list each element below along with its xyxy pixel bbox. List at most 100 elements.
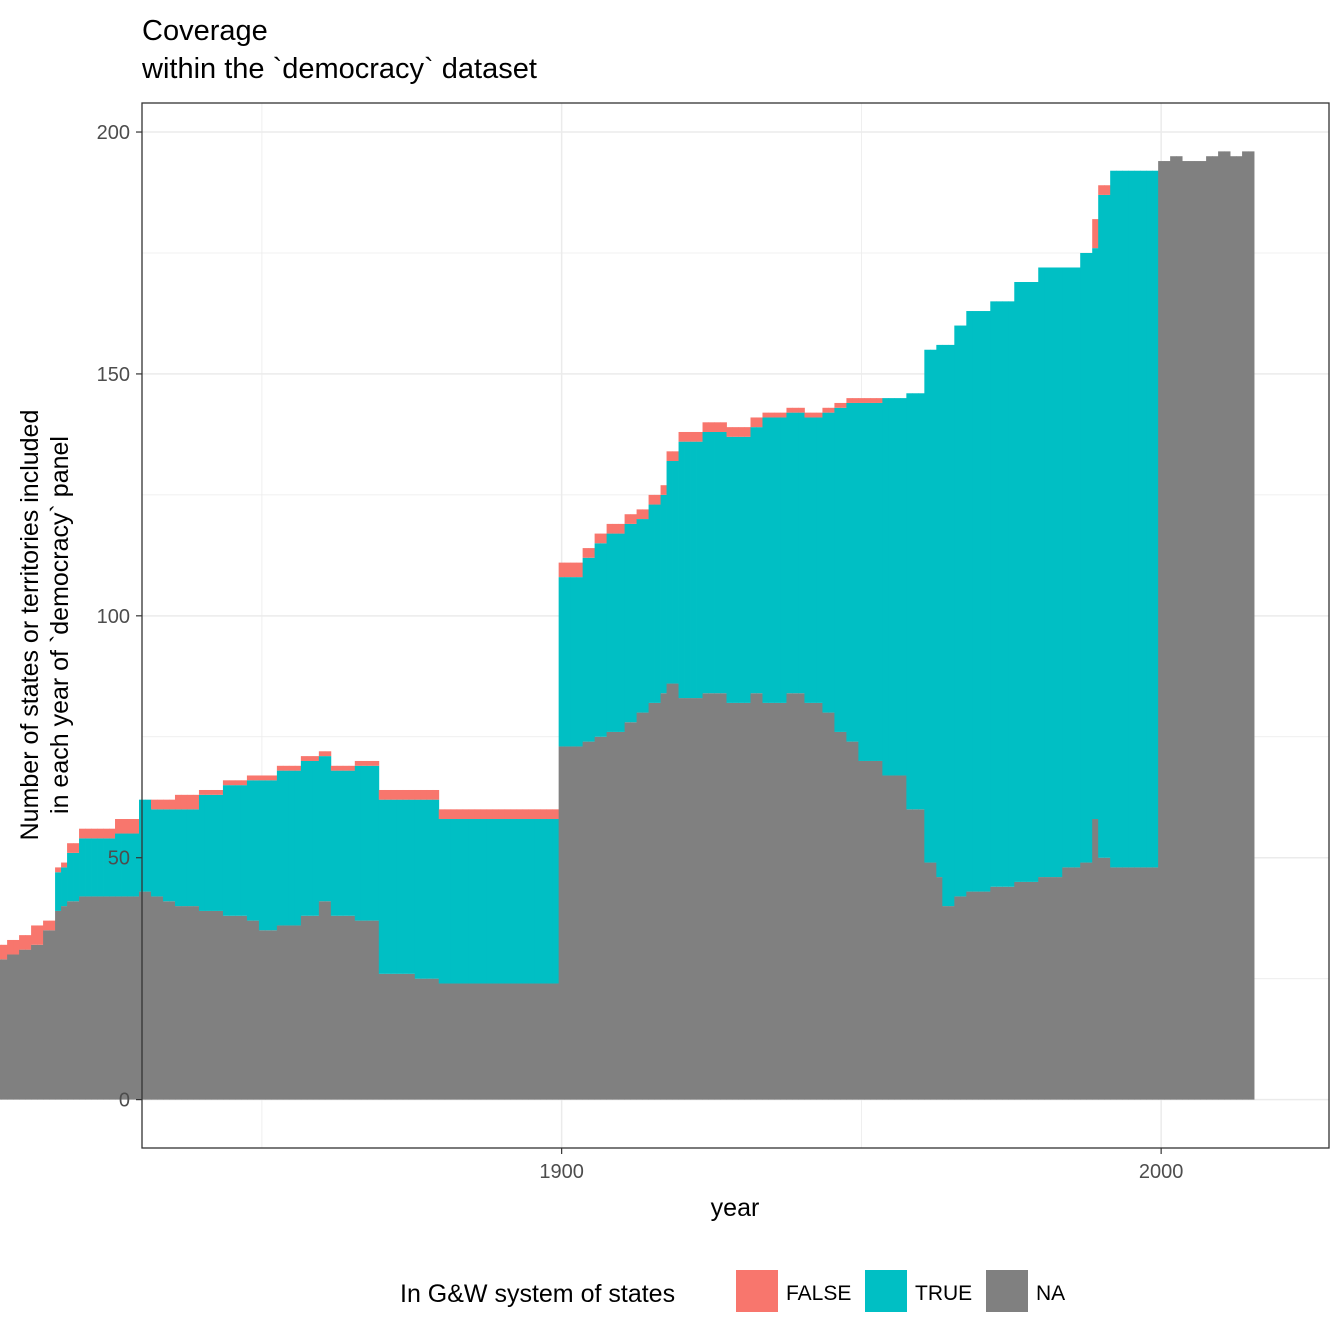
- legend-item-na: NA: [986, 1270, 1065, 1312]
- bar-true-1832: [150, 809, 158, 897]
- bar-na-1835: [168, 901, 176, 1100]
- bar-true-1878: [426, 799, 434, 979]
- bar-false-1859: [312, 756, 320, 761]
- bar-na-1896: [534, 983, 542, 1100]
- bar-true-1940: [798, 412, 805, 694]
- bar-false-1930: [738, 427, 745, 437]
- bar-na-1972: [990, 886, 997, 1100]
- bar-false-1950: [858, 398, 865, 403]
- legend-item-false: FALSE: [736, 1270, 851, 1312]
- bar-na-1858: [306, 915, 314, 1100]
- bar-na-1930: [738, 702, 745, 1100]
- bar-true-1886: [474, 819, 482, 984]
- bar-true-1911: [624, 523, 631, 723]
- bar-false-1941: [804, 412, 811, 418]
- bar-na-1860: [318, 901, 326, 1100]
- bar-false-1881: [444, 809, 452, 820]
- bar-true-1971: [984, 311, 991, 892]
- bar-na-1872: [390, 973, 398, 1100]
- bar-true-1864: [342, 770, 350, 916]
- bar-false-1991: [1104, 185, 1111, 195]
- bar-na-1915: [648, 702, 655, 1100]
- bar-true-1868: [366, 765, 374, 921]
- bar-false-1815: [49, 920, 56, 931]
- bar-false-1854: [282, 765, 290, 771]
- bar-na-1871: [384, 973, 392, 1100]
- bar-true-1904: [582, 557, 590, 742]
- bar-false-1866: [354, 760, 362, 766]
- bar-na-1899: [552, 983, 560, 1100]
- bar-na-1821: [85, 896, 92, 1100]
- bar-true-1978: [1026, 282, 1033, 882]
- bar-true-1903: [576, 577, 584, 747]
- bar-na-1923: [696, 698, 703, 1100]
- bar-false-1833: [156, 799, 164, 810]
- bar-false-1816: [55, 867, 62, 873]
- bar-true-1991: [1104, 194, 1111, 858]
- bar-na-1897: [540, 983, 548, 1100]
- bar-true-1865: [348, 770, 356, 916]
- bar-false-1898: [546, 809, 554, 820]
- bar-true-1894: [522, 819, 530, 984]
- bar-false-1809: [13, 939, 20, 955]
- bar-true-1857: [300, 760, 308, 916]
- bar-na-1877: [420, 978, 428, 1100]
- bar-false-1867: [360, 760, 368, 766]
- bar-true-1840: [198, 794, 206, 911]
- bar-na-1870: [378, 973, 386, 1100]
- bar-false-1912: [630, 514, 637, 524]
- bar-true-1822: [91, 838, 98, 897]
- bar-false-1948: [846, 398, 853, 403]
- bar-na-1955: [888, 775, 895, 1100]
- bar-false-1924: [702, 422, 709, 432]
- bar-na-1866: [354, 920, 362, 1100]
- bar-na-1963: [936, 877, 943, 1100]
- bar-true-1973: [996, 301, 1003, 887]
- bar-na-1893: [516, 983, 524, 1100]
- bar-na-1818: [67, 901, 74, 1100]
- bar-false-1910: [618, 523, 625, 534]
- bar-na-1908: [606, 731, 614, 1100]
- bar-na-1814: [43, 930, 50, 1100]
- bar-true-1951: [864, 402, 871, 761]
- bar-na-1828: [127, 896, 134, 1100]
- bar-na-1956: [894, 775, 901, 1100]
- bar-false-1863: [336, 765, 344, 771]
- bar-na-1964: [942, 906, 949, 1100]
- bar-na-1953: [876, 760, 883, 1100]
- bar-true-1985: [1068, 267, 1075, 868]
- bar-false-1923: [696, 431, 703, 442]
- bar-na-1813: [37, 944, 44, 1100]
- bars: [0, 151, 1255, 1100]
- bar-true-1819: [73, 852, 80, 902]
- bar-na-1829: [133, 896, 140, 1100]
- bar-false-1939: [792, 407, 799, 413]
- bar-true-1897: [540, 819, 548, 984]
- bar-false-1990: [1098, 185, 1105, 195]
- bar-na-1958: [906, 809, 913, 1100]
- bar-true-1966: [954, 325, 961, 897]
- bar-false-1943: [816, 412, 823, 418]
- bar-na-1898: [546, 983, 554, 1100]
- bar-true-1879: [432, 799, 440, 979]
- bar-na-1868: [366, 920, 374, 1100]
- bar-na-1846: [234, 915, 242, 1100]
- bar-na-1916: [654, 702, 661, 1100]
- bar-true-1876: [414, 799, 422, 979]
- bar-true-1896: [534, 819, 542, 984]
- bar-na-1960: [918, 809, 925, 1100]
- bar-na-1842: [210, 910, 218, 1100]
- bar-false-1915: [648, 494, 655, 505]
- bar-na-1886: [474, 983, 482, 1100]
- bar-true-1825: [109, 838, 116, 897]
- bar-true-1965: [948, 344, 955, 907]
- legend-item-true: TRUE: [865, 1270, 972, 1312]
- bar-true-1888: [486, 819, 494, 984]
- bar-true-1953: [876, 402, 883, 761]
- bar-na-1954: [882, 775, 889, 1100]
- bar-true-1895: [528, 819, 536, 984]
- legend-key-true: [865, 1270, 907, 1312]
- bar-na-1920: [678, 698, 685, 1100]
- bar-na-1961: [924, 862, 931, 1100]
- bar-false-1877: [420, 789, 428, 800]
